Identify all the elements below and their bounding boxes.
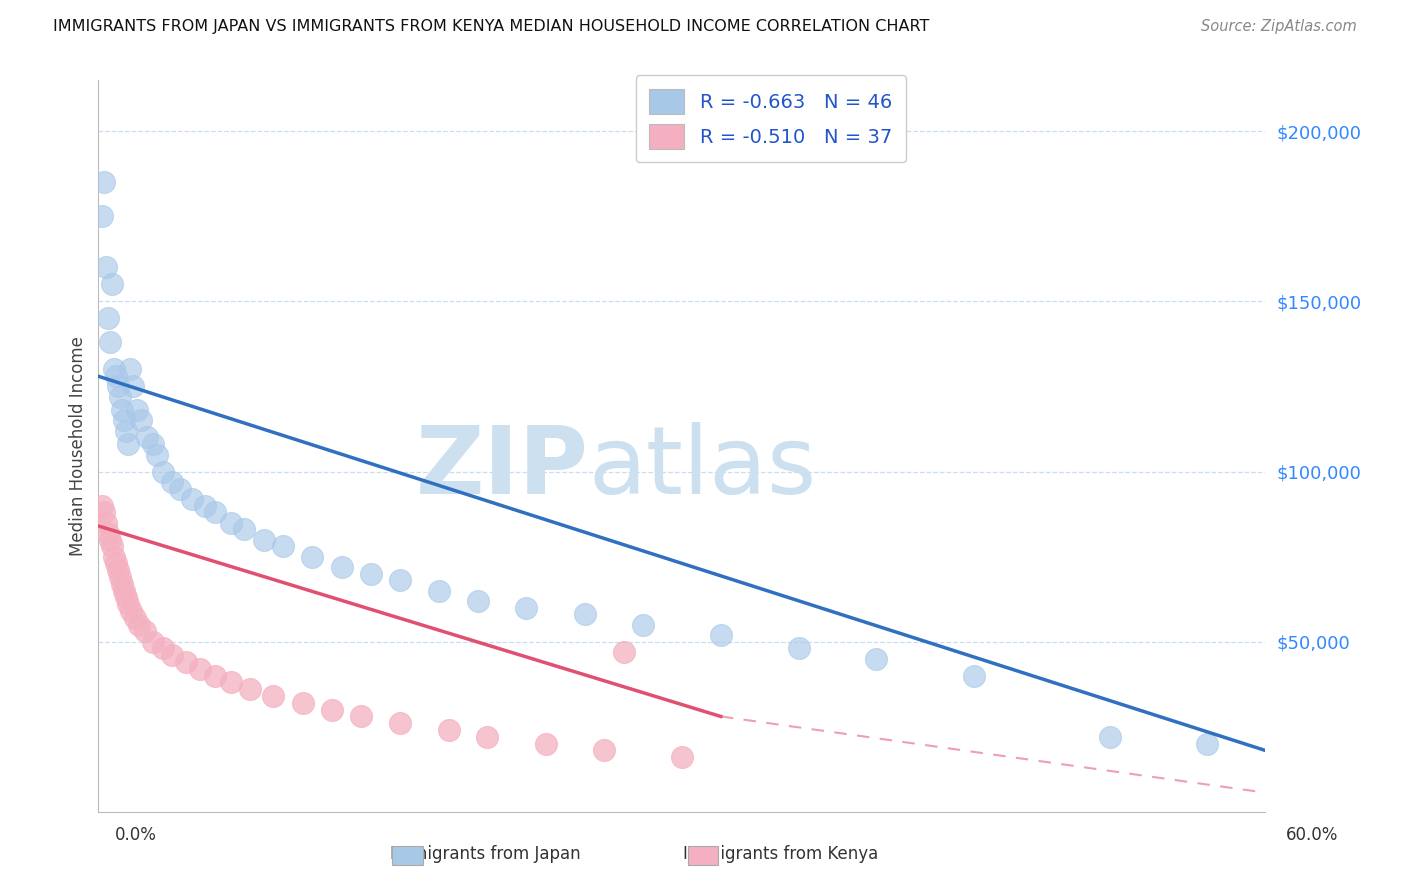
Point: [962, 668, 984, 682]
Point: [291, 696, 314, 710]
Point: [710, 628, 733, 642]
Point: [97, 525, 120, 540]
Point: [107, 563, 129, 577]
Point: [515, 600, 537, 615]
Point: [219, 675, 242, 690]
Point: [233, 522, 256, 536]
Point: [671, 750, 693, 764]
Point: [96, 516, 118, 530]
Point: [253, 533, 276, 547]
Text: 60.0%: 60.0%: [1286, 826, 1339, 844]
Point: [142, 437, 165, 451]
Point: [136, 430, 159, 444]
Point: [437, 723, 460, 737]
Point: [108, 390, 131, 404]
Text: Source: ZipAtlas.com: Source: ZipAtlas.com: [1201, 20, 1357, 34]
Point: [117, 437, 139, 451]
Point: [330, 559, 353, 574]
Text: atlas: atlas: [589, 422, 817, 514]
Point: [101, 540, 124, 554]
Point: [162, 475, 184, 489]
Legend: R = -0.663   N = 46, R = -0.510   N = 37: R = -0.663 N = 46, R = -0.510 N = 37: [636, 75, 905, 162]
Point: [613, 645, 636, 659]
Point: [219, 516, 242, 530]
Point: [97, 311, 120, 326]
Point: [112, 583, 135, 598]
Point: [103, 362, 125, 376]
Point: [142, 634, 165, 648]
Text: ZIP: ZIP: [416, 422, 589, 514]
Text: IMMIGRANTS FROM JAPAN VS IMMIGRANTS FROM KENYA MEDIAN HOUSEHOLD INCOME CORRELATI: IMMIGRANTS FROM JAPAN VS IMMIGRANTS FROM…: [53, 20, 929, 34]
Point: [239, 682, 262, 697]
Point: [388, 716, 411, 731]
Point: [134, 624, 156, 639]
Point: [1195, 737, 1218, 751]
Text: 0.0%: 0.0%: [115, 826, 157, 844]
Point: [111, 403, 134, 417]
Point: [188, 662, 211, 676]
Point: [128, 617, 150, 632]
Point: [91, 499, 114, 513]
Point: [477, 730, 499, 744]
Point: [114, 424, 136, 438]
Point: [574, 607, 596, 622]
Point: [91, 210, 114, 224]
Point: [194, 499, 217, 513]
Point: [1098, 730, 1121, 744]
Point: [122, 379, 145, 393]
Point: [174, 655, 197, 669]
Point: [180, 491, 202, 506]
Point: [118, 362, 141, 376]
Point: [534, 737, 557, 751]
Point: [152, 465, 174, 479]
Point: [321, 703, 343, 717]
Point: [204, 668, 226, 682]
Point: [388, 574, 411, 588]
Point: [114, 591, 136, 605]
Point: [262, 689, 284, 703]
Point: [101, 277, 124, 292]
Point: [98, 335, 121, 350]
Point: [271, 540, 294, 554]
Point: [350, 709, 373, 723]
Point: [112, 413, 135, 427]
Point: [108, 570, 131, 584]
Point: [111, 576, 134, 591]
Point: [301, 549, 323, 564]
Point: [204, 505, 226, 519]
Point: [96, 260, 118, 275]
Point: [124, 611, 146, 625]
Point: [865, 651, 887, 665]
Point: [103, 549, 125, 564]
Point: [107, 379, 129, 393]
Point: [146, 448, 169, 462]
Point: [169, 482, 191, 496]
Point: [787, 641, 810, 656]
Point: [117, 597, 139, 611]
Y-axis label: Median Household Income: Median Household Income: [69, 336, 87, 556]
Point: [360, 566, 382, 581]
Point: [467, 594, 489, 608]
Point: [129, 413, 152, 427]
Point: [93, 505, 115, 519]
Point: [104, 557, 127, 571]
Point: [427, 583, 450, 598]
Point: [93, 175, 115, 189]
Point: [162, 648, 184, 663]
Point: [98, 533, 121, 547]
Point: [152, 641, 174, 656]
Point: [631, 617, 654, 632]
Point: [593, 743, 616, 757]
Text: Immigrants from Kenya: Immigrants from Kenya: [683, 845, 877, 863]
Text: Immigrants from Japan: Immigrants from Japan: [389, 845, 581, 863]
Point: [121, 604, 143, 618]
Point: [127, 403, 149, 417]
Point: [104, 369, 127, 384]
